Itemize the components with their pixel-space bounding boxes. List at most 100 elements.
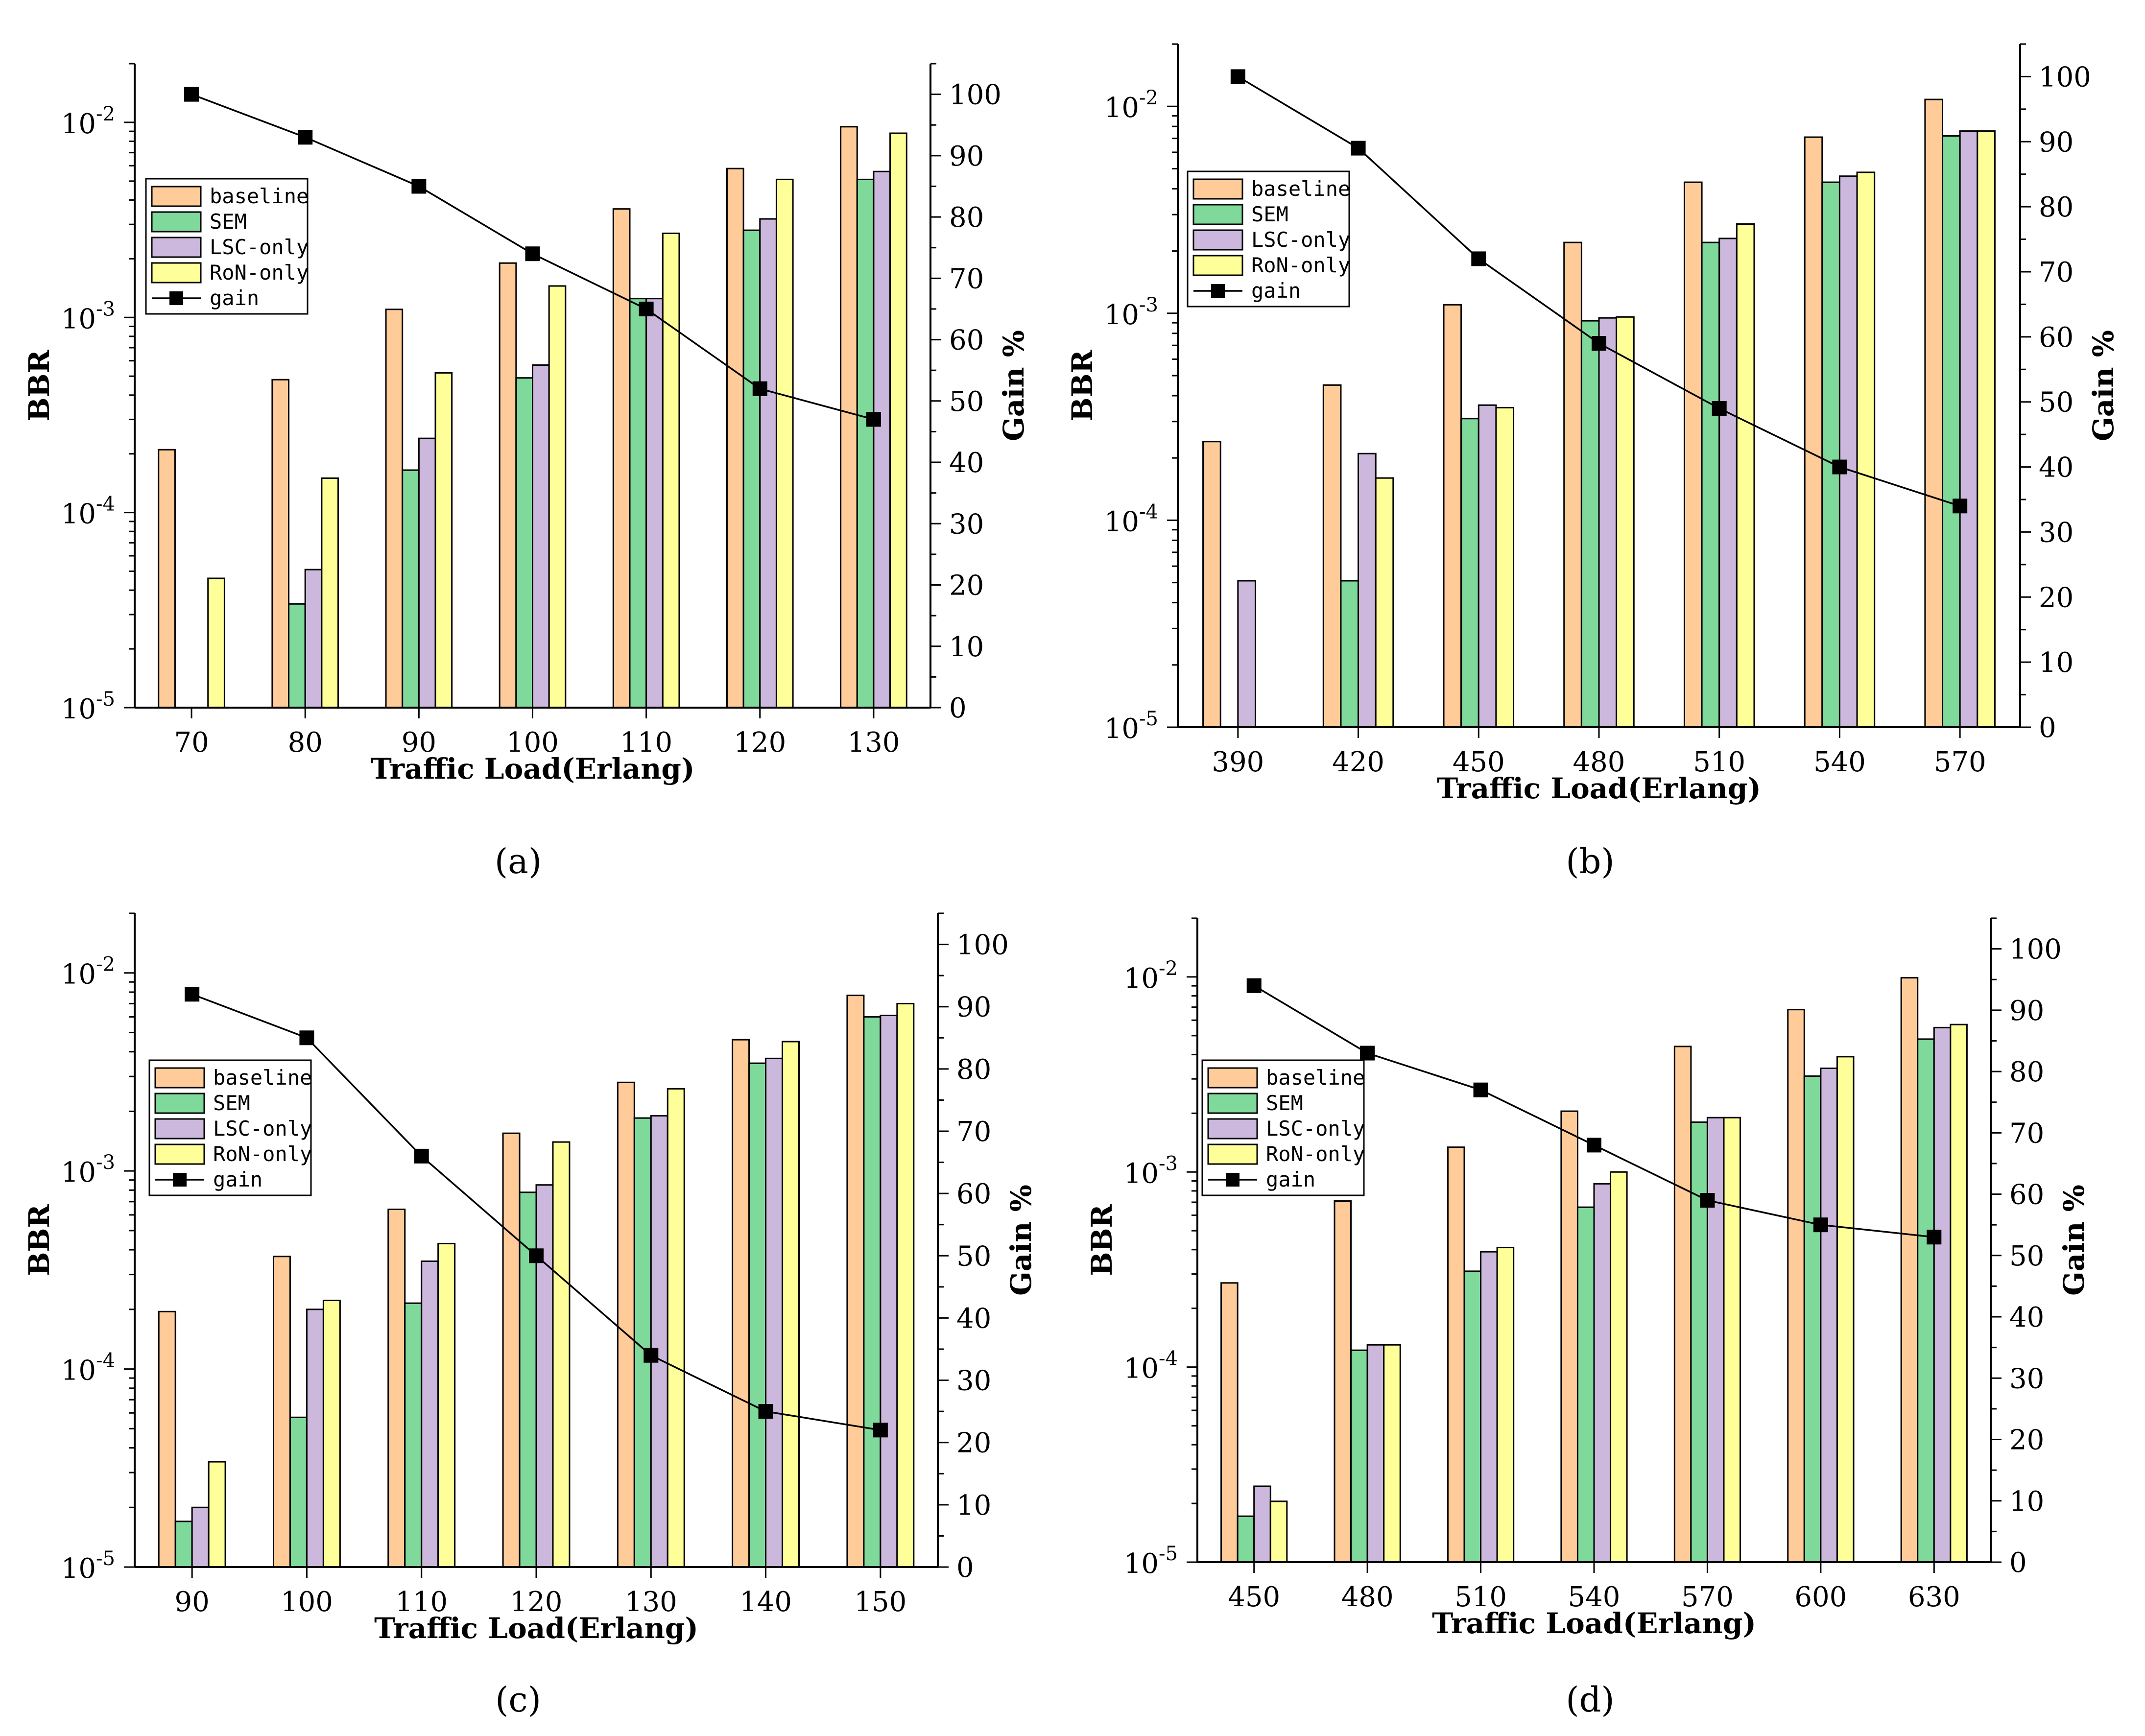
y-tick-label: 10-4 <box>1124 1348 1178 1385</box>
bar-ron-only-150 <box>896 1002 915 1568</box>
bar-ron-only-480 <box>1383 1344 1401 1563</box>
gain-marker-70 <box>184 87 199 102</box>
y-tick-label: 10-3 <box>61 1151 115 1189</box>
legend-swatch-ron-only <box>1192 255 1243 276</box>
y-tick-label: 10-5 <box>1104 708 1158 745</box>
y2-tick-label: 60 <box>2039 322 2074 354</box>
bar-ron-only-70 <box>207 577 225 709</box>
bar-lsc-only-480 <box>1366 1344 1385 1563</box>
gain-marker-90 <box>411 179 427 194</box>
gain-marker-420 <box>1351 141 1366 156</box>
y2-axis-title: Gain % <box>2087 330 2120 441</box>
y2-tick-label: 30 <box>2009 1363 2044 1395</box>
y2-tick-label: 30 <box>2039 517 2074 548</box>
bar-sem-510 <box>1701 241 1720 728</box>
caption-a: (a) <box>494 841 542 881</box>
gain-marker-140 <box>758 1404 773 1419</box>
legend-swatch-gain-marker <box>1226 1173 1239 1187</box>
y-axis-title: BBR <box>1066 350 1099 422</box>
legend-label-sem: SEM <box>1266 1091 1303 1115</box>
gain-marker-120 <box>529 1248 544 1263</box>
bar-lsc-only-600 <box>1820 1068 1838 1563</box>
x-tick-label: 140 <box>739 1586 792 1618</box>
legend-swatch-ron-only <box>151 262 202 284</box>
x-tick-label: 100 <box>281 1586 333 1618</box>
legend-label-lsc-only: LSC-only <box>1251 228 1350 252</box>
y-tick-label: 10-5 <box>61 1547 115 1585</box>
y2-tick-label: 60 <box>2009 1179 2044 1211</box>
x-tick-label: 600 <box>1794 1581 1847 1613</box>
legend-swatch-baseline <box>154 1067 205 1089</box>
bar-ron-only-450 <box>1269 1500 1288 1563</box>
y2-tick-label: 70 <box>2039 257 2074 288</box>
y2-tick-label: 20 <box>2039 582 2074 614</box>
legend-swatch-ron-only <box>1207 1143 1258 1165</box>
y2-tick-label: 10 <box>2039 647 2074 679</box>
x-tick-label: 450 <box>1453 746 1505 778</box>
bar-ron-only-90 <box>208 1461 226 1568</box>
x-tick-label: 110 <box>395 1586 448 1618</box>
bar-sem-480 <box>1580 320 1600 728</box>
y-tick-label: 10-2 <box>61 103 115 140</box>
bar-ron-only-540 <box>1610 1171 1628 1563</box>
x-tick-label: 480 <box>1573 746 1625 778</box>
legend-swatch-lsc-only <box>1192 229 1243 251</box>
legend-label-baseline: baseline <box>213 1066 312 1090</box>
legend-label-baseline: baseline <box>210 184 309 208</box>
y2-tick-label: 40 <box>2009 1302 2044 1333</box>
x-axis-title: Traffic Load(Erlang) <box>374 1612 698 1645</box>
gain-marker-120 <box>752 381 767 396</box>
bar-lsc-only-540 <box>1593 1183 1612 1563</box>
x-tick-label: 130 <box>847 727 900 759</box>
gain-marker-110 <box>639 301 654 316</box>
gain-marker-450 <box>1471 251 1486 266</box>
y2-tick-label: 20 <box>949 570 984 602</box>
legend-label-sem: SEM <box>210 210 247 234</box>
y2-tick-label: 60 <box>956 1178 991 1210</box>
x-tick-label: 90 <box>402 727 436 759</box>
y2-tick-label: 50 <box>949 386 984 418</box>
legend-swatch-sem <box>1192 204 1243 225</box>
bar-ron-only-90 <box>434 372 453 709</box>
bar-sem-90 <box>174 1521 193 1568</box>
gain-marker-540 <box>1832 459 1847 475</box>
gain-marker-630 <box>1927 1230 1942 1245</box>
y-tick-label: 10-4 <box>1104 500 1158 538</box>
legend-label-sem: SEM <box>213 1091 250 1115</box>
y2-tick-label: 100 <box>2009 934 2062 966</box>
bar-baseline-100 <box>272 1256 291 1568</box>
bar-baseline-540 <box>1560 1110 1578 1563</box>
x-tick-label: 130 <box>625 1586 677 1618</box>
bar-lsc-only-90 <box>191 1506 210 1568</box>
y2-tick-label: 0 <box>2039 712 2056 744</box>
legend-label-baseline: baseline <box>1251 177 1350 201</box>
bar-ron-only-100 <box>322 1300 341 1568</box>
bar-sem-450 <box>1237 1515 1255 1563</box>
bar-ron-only-510 <box>1496 1247 1515 1563</box>
legend-swatch-baseline <box>1207 1067 1258 1089</box>
bar-ron-only-570 <box>1723 1117 1741 1563</box>
caption-c: (c) <box>495 1680 541 1720</box>
bar-sem-630 <box>1917 1038 1935 1563</box>
x-tick-label: 150 <box>854 1586 906 1618</box>
bar-baseline-480 <box>1334 1200 1352 1563</box>
legend-label-ron-only: RoN-only <box>1266 1142 1365 1166</box>
y-tick-label: 10-5 <box>1124 1543 1178 1580</box>
bar-sem-100 <box>515 377 533 709</box>
bar-sem-480 <box>1350 1349 1368 1563</box>
bar-ron-only-570 <box>1977 130 1996 728</box>
legend-label-baseline: baseline <box>1266 1066 1365 1090</box>
bar-ron-only-420 <box>1375 477 1394 728</box>
x-tick-label: 120 <box>510 1586 563 1618</box>
legend-swatch-baseline <box>1192 178 1243 200</box>
y-tick-label: 10-3 <box>1104 294 1158 331</box>
legend-swatch-baseline <box>151 186 202 207</box>
x-tick-label: 450 <box>1228 1581 1280 1613</box>
bar-lsc-only-110 <box>645 298 664 709</box>
gain-marker-600 <box>1813 1217 1828 1233</box>
gain-marker-130 <box>866 412 881 427</box>
x-axis-title: Traffic Load(Erlang) <box>1437 772 1761 805</box>
